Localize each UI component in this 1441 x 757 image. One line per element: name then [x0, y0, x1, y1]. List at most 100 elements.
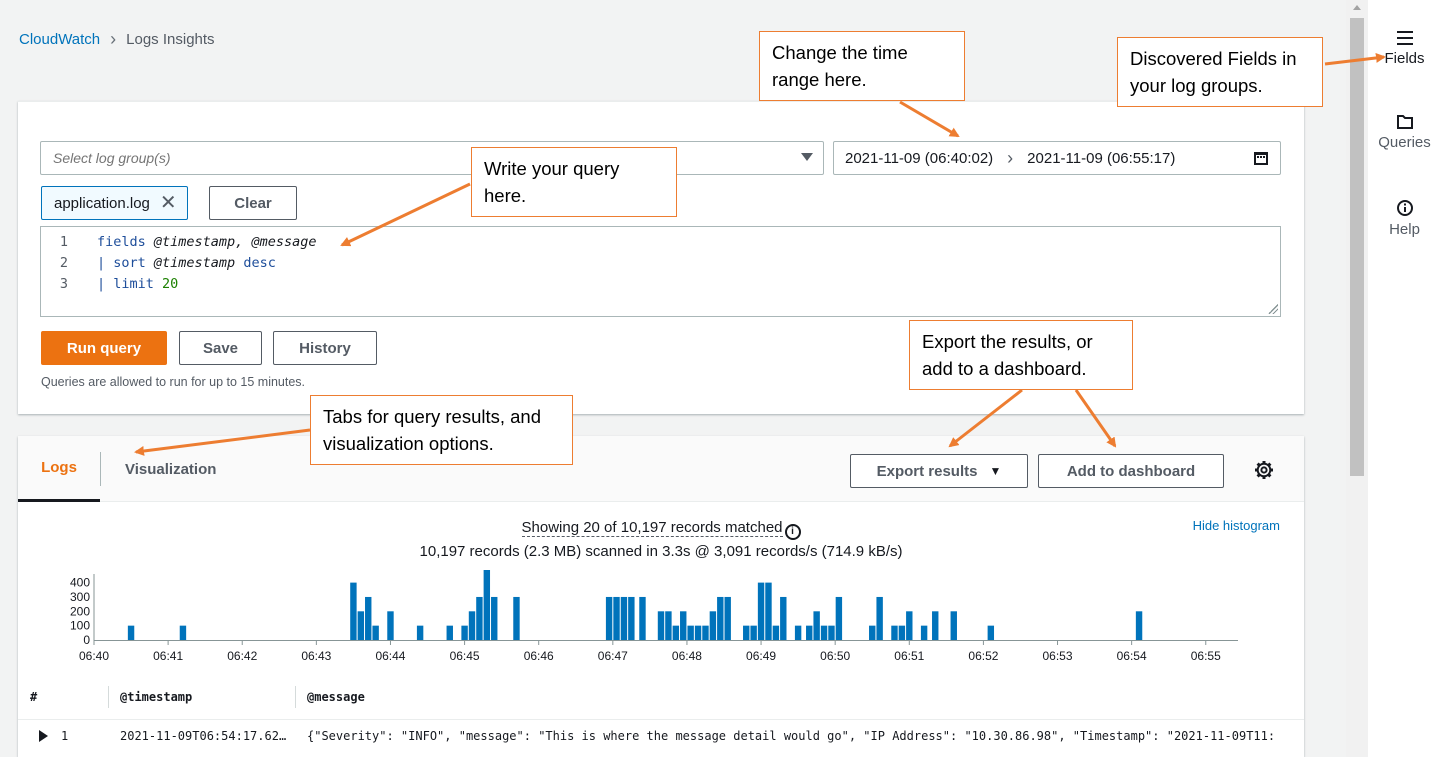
histogram-bar[interactable]: [613, 596, 620, 640]
histogram-bar[interactable]: [468, 611, 476, 640]
histogram-bar[interactable]: [891, 625, 898, 640]
histogram-bar[interactable]: [920, 625, 928, 640]
clear-button[interactable]: Clear: [209, 186, 297, 220]
histogram-bar[interactable]: [672, 625, 680, 640]
histogram-bar[interactable]: [639, 596, 646, 640]
histogram-bar[interactable]: [709, 611, 717, 640]
export-results-button[interactable]: Export results ▼: [850, 454, 1028, 488]
histogram-bar[interactable]: [687, 625, 694, 640]
results-panel: Logs Visualization Export results ▼ Add …: [18, 436, 1304, 757]
hide-histogram-link[interactable]: Hide histogram: [1192, 518, 1280, 533]
histogram-bar[interactable]: [869, 625, 876, 640]
code-line[interactable]: 3 | limit 20: [41, 273, 178, 294]
run-query-button[interactable]: Run query: [41, 331, 167, 365]
histogram-bar[interactable]: [820, 625, 828, 640]
breadcrumb-cloudwatch[interactable]: CloudWatch: [19, 31, 101, 48]
column-message[interactable]: @message: [307, 690, 365, 704]
histogram-bar[interactable]: [513, 596, 520, 640]
histogram-bar[interactable]: [757, 582, 765, 640]
column-divider: [295, 686, 296, 708]
table-row[interactable]: 1 2021-11-09T06:54:17.62… {"Severity": "…: [18, 721, 1304, 751]
histogram-bar[interactable]: [387, 611, 394, 640]
row-number: 1: [61, 729, 69, 743]
histogram-bar[interactable]: [828, 625, 835, 640]
calendar-icon[interactable]: [1254, 152, 1268, 165]
vertical-scrollbar[interactable]: [1346, 0, 1368, 757]
histogram-bar[interactable]: [750, 625, 757, 640]
scrollbar-thumb[interactable]: [1350, 18, 1364, 476]
y-tick-label: 400: [70, 576, 90, 590]
time-range-picker[interactable]: 2021-11-09 (06:40:02) › 2021-11-09 (06:5…: [833, 141, 1281, 175]
column-timestamp[interactable]: @timestamp: [120, 690, 193, 704]
histogram-bar[interactable]: [476, 596, 483, 640]
histogram-bar[interactable]: [772, 625, 780, 640]
histogram-bar[interactable]: [906, 611, 913, 640]
info-icon[interactable]: i: [784, 524, 801, 540]
code-line[interactable]: 1 fields @timestamp, @message: [41, 231, 317, 252]
resize-handle-icon[interactable]: [1268, 304, 1278, 314]
histogram-bar[interactable]: [357, 611, 365, 640]
histogram-bar[interactable]: [835, 596, 843, 640]
histogram-bar[interactable]: [127, 625, 135, 640]
histogram-bar[interactable]: [743, 625, 750, 640]
histogram-bar[interactable]: [765, 582, 772, 640]
selected-log-group-token: application.log ✕: [41, 186, 188, 220]
rail-label-queries: Queries: [1378, 134, 1431, 151]
histogram-bar[interactable]: [813, 611, 820, 640]
histogram-bar[interactable]: [446, 625, 453, 640]
histogram-bar[interactable]: [794, 625, 802, 640]
caret-down-icon[interactable]: [801, 153, 813, 161]
histogram-bar[interactable]: [702, 625, 709, 640]
callout-tabs: Tabs for query results, and visualizatio…: [310, 395, 573, 465]
histogram-bar[interactable]: [724, 596, 731, 640]
rail-item-queries[interactable]: Queries: [1368, 114, 1441, 151]
histogram-bar[interactable]: [179, 625, 187, 640]
close-icon[interactable]: ✕: [159, 192, 177, 214]
histogram-bar[interactable]: [628, 596, 635, 640]
column-divider: [108, 686, 109, 708]
y-tick-label: 300: [70, 590, 90, 604]
histogram-bar[interactable]: [987, 625, 995, 640]
histogram-bar[interactable]: [717, 596, 724, 640]
histogram-bar[interactable]: [780, 596, 787, 640]
histogram-bar[interactable]: [350, 582, 357, 640]
log-group-select[interactable]: [40, 141, 824, 175]
histogram-bar[interactable]: [665, 611, 672, 640]
query-duration-hint: Queries are allowed to run for up to 15 …: [41, 375, 306, 389]
histogram-bar[interactable]: [483, 570, 491, 640]
add-to-dashboard-button[interactable]: Add to dashboard: [1038, 454, 1224, 488]
rail-item-fields[interactable]: Fields: [1368, 30, 1441, 67]
histogram-bar[interactable]: [620, 596, 628, 640]
time-range-end: 2021-11-09 (06:55:17): [1027, 149, 1176, 167]
histogram-bar[interactable]: [605, 596, 613, 640]
scroll-up-icon[interactable]: [1353, 5, 1361, 10]
histogram-bar[interactable]: [657, 611, 665, 640]
x-tick-label: 06:44: [375, 649, 405, 662]
code-line[interactable]: 2 | sort @timestamp desc: [41, 252, 276, 273]
histogram-bar[interactable]: [694, 625, 702, 640]
query-editor[interactable]: 3 | limit 20 2 | sort @timestamp desc 1 field…: [40, 226, 1281, 317]
histogram-bar[interactable]: [806, 625, 813, 640]
history-button[interactable]: History: [273, 331, 377, 365]
x-tick-label: 06:48: [672, 649, 702, 662]
histogram-bar[interactable]: [461, 625, 468, 640]
rail-item-help[interactable]: Help: [1368, 199, 1441, 238]
chevron-right-icon: ›: [1007, 147, 1014, 168]
tab-visualization[interactable]: Visualization: [125, 460, 217, 478]
histogram-bar[interactable]: [876, 596, 883, 640]
tab-logs[interactable]: Logs: [18, 436, 100, 502]
histogram-bar[interactable]: [680, 611, 687, 640]
histogram-bar[interactable]: [898, 625, 906, 640]
histogram-bar[interactable]: [950, 611, 957, 640]
gear-icon[interactable]: [1254, 460, 1274, 480]
records-scanned: 10,197 records (2.3 MB) scanned in 3.3s …: [419, 543, 903, 560]
histogram-bar[interactable]: [1135, 611, 1143, 640]
histogram-bar[interactable]: [491, 596, 498, 640]
histogram-bar[interactable]: [372, 625, 379, 640]
histogram-bar[interactable]: [932, 611, 939, 640]
expand-row-icon[interactable]: [39, 721, 48, 751]
histogram-bar[interactable]: [416, 625, 424, 640]
save-button[interactable]: Save: [179, 331, 262, 365]
histogram-bar[interactable]: [365, 596, 372, 640]
